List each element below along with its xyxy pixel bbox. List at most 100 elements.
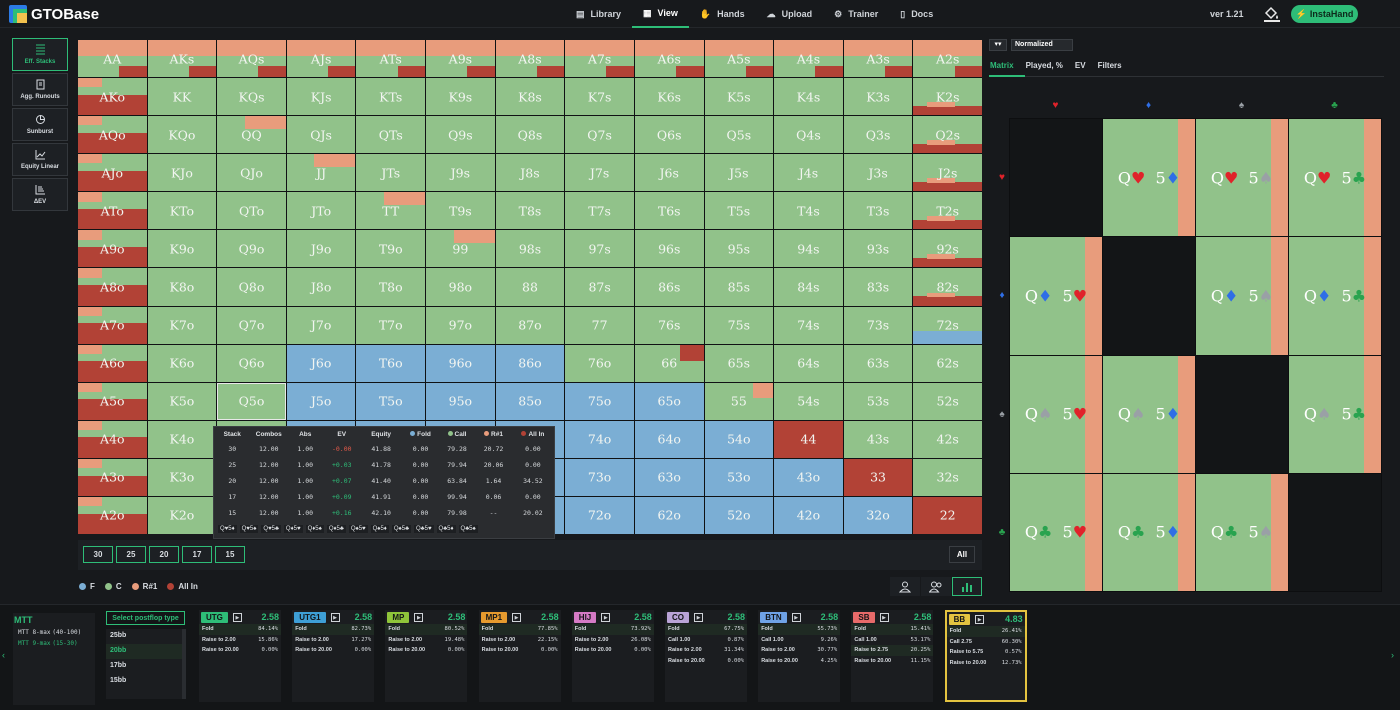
hand-cell-T9o[interactable]: T9o [356, 230, 426, 268]
hand-cell-J6o[interactable]: J6o [286, 344, 356, 382]
logo[interactable]: GTOBase [9, 5, 99, 23]
hand-cell-93s[interactable]: 93s [843, 230, 913, 268]
action-row[interactable]: Call 2.75 60.30% [947, 637, 1025, 648]
nav-docs[interactable]: ▯ Docs [889, 0, 944, 28]
action-row[interactable]: Raise to 2.00 17.27% [292, 635, 374, 646]
hand-cell-J5o[interactable]: J5o [286, 382, 356, 420]
position-card-hij[interactable]: HIJ ▶ 2.58 Fold 73.92% Raise to 2.00 26.08% Rai… [571, 610, 654, 702]
action-row[interactable]: Fold 26.41% [946, 626, 1025, 637]
suit-combo-cell[interactable]: Q♣ 5♦ [1103, 473, 1195, 591]
action-row[interactable]: Call 1.00 53.17% [851, 635, 933, 646]
hand-cell-J7s[interactable]: J7s [565, 154, 634, 192]
leftnav-equity-chart[interactable]: Equity Linear [12, 143, 68, 176]
stack-button-25[interactable]: 25 [116, 546, 146, 563]
hand-cell-86o[interactable]: 86o [495, 344, 565, 382]
hand-cell-T6o[interactable]: T6o [356, 344, 426, 382]
postflop-item-25bb[interactable]: 25bb [110, 632, 127, 639]
normalize-select[interactable]: Normalized [1011, 38, 1073, 51]
hand-cell-QQ[interactable]: QQ [217, 116, 286, 154]
game-type-item[interactable]: MTT 8-max (40-100) [13, 627, 95, 638]
chevron-right-icon[interactable]: › [1391, 650, 1394, 660]
action-row[interactable]: Raise to 2.00 31.34% [665, 645, 747, 656]
action-row[interactable]: Raise to 20.00 0.00% [385, 645, 467, 656]
hand-cell-63o[interactable]: 63o [634, 458, 704, 496]
hand-cell-64s[interactable]: 64s [774, 344, 843, 382]
hand-cell-54s[interactable]: 54s [774, 382, 843, 420]
hand-cell-J9o[interactable]: J9o [286, 230, 356, 268]
hand-cell-K8o[interactable]: K8o [147, 268, 217, 306]
hand-cell-A5o[interactable]: A5o [78, 382, 147, 420]
hand-cell-KTo[interactable]: KTo [147, 192, 217, 230]
game-type-item[interactable]: MTT 9-max (15-30) [13, 638, 95, 649]
hand-cell-Q8o[interactable]: Q8o [217, 268, 286, 306]
hand-cell-43o[interactable]: 43o [774, 458, 843, 496]
hand-cell-Q6s[interactable]: Q6s [634, 116, 704, 154]
hand-cell-QJs[interactable]: QJs [286, 116, 356, 154]
hand-cell-QJo[interactable]: QJo [217, 154, 286, 192]
hand-cell-75o[interactable]: 75o [565, 382, 634, 420]
position-card-btn[interactable]: BTN ▶ 2.58 Fold 55.73% Call 1.00 9.26% Raise to… [758, 610, 841, 702]
action-row[interactable]: Raise to 2.00 30.77% [758, 645, 840, 656]
hand-cell-92s[interactable]: 92s [913, 230, 982, 268]
hand-cell-AA[interactable]: AA [78, 40, 147, 78]
hand-cell-A2o[interactable]: A2o [78, 496, 147, 534]
hand-cell-A4o[interactable]: A4o [78, 420, 147, 458]
tab-ev[interactable]: EV [1074, 61, 1086, 70]
hand-cell-AJo[interactable]: AJo [78, 154, 147, 192]
hand-cell-J9s[interactable]: J9s [426, 154, 495, 192]
action-row[interactable]: Fold 82.73% [292, 624, 375, 635]
hand-cell-J4s[interactable]: J4s [774, 154, 843, 192]
hand-cell-A9s[interactable]: A9s [426, 40, 495, 78]
hand-cell-T7s[interactable]: T7s [565, 192, 634, 230]
suit-combo-cell[interactable]: Q♦ 5♠ [1196, 237, 1288, 355]
stack-button-17[interactable]: 17 [182, 546, 212, 563]
hand-cell-AQs[interactable]: AQs [217, 40, 286, 78]
hand-cell-T5s[interactable]: T5s [704, 192, 774, 230]
hand-cell-43s[interactable]: 43s [843, 420, 913, 458]
hand-cell-K9s[interactable]: K9s [426, 78, 495, 116]
play-icon[interactable]: ▶ [791, 612, 801, 622]
chart-view-button[interactable] [952, 577, 982, 596]
hand-cell-85s[interactable]: 85s [704, 268, 774, 306]
chevron-left-icon[interactable]: ‹ [2, 650, 5, 660]
hand-cell-KK[interactable]: KK [147, 78, 217, 116]
hand-cell-KQs[interactable]: KQs [217, 78, 286, 116]
hand-cell-72s[interactable]: 72s [913, 306, 982, 344]
hand-cell-Q8s[interactable]: Q8s [495, 116, 565, 154]
hand-cell-53s[interactable]: 53s [843, 382, 913, 420]
action-row[interactable]: Raise to 2.00 26.08% [572, 635, 654, 646]
action-row[interactable]: Call 1.00 9.26% [758, 635, 840, 646]
hand-cell-A3s[interactable]: A3s [843, 40, 913, 78]
play-icon[interactable]: ▶ [232, 612, 242, 622]
position-card-utg1[interactable]: UTG1 ▶ 2.58 Fold 82.73% Raise to 2.00 17.27% Ra… [292, 610, 375, 702]
hand-cell-22[interactable]: 22 [913, 496, 982, 534]
hand-cell-A8o[interactable]: A8o [78, 268, 147, 306]
suit-combo-cell[interactable]: Q♥ 5♠ [1196, 119, 1288, 237]
position-card-mp1[interactable]: MP1 ▶ 2.58 Fold 77.85% Raise to 2.00 22.15% Rai… [478, 610, 561, 702]
action-row[interactable]: Fold 15.41% [851, 624, 934, 635]
action-row[interactable]: Raise to 20.00 0.00% [665, 656, 747, 667]
hand-cell-87o[interactable]: 87o [495, 306, 565, 344]
hand-cell-K6o[interactable]: K6o [147, 344, 217, 382]
play-icon[interactable]: ▶ [879, 612, 889, 622]
hand-cell-85o[interactable]: 85o [495, 382, 565, 420]
hand-cell-95o[interactable]: 95o [426, 382, 495, 420]
hand-cell-52s[interactable]: 52s [913, 382, 982, 420]
hand-cell-A2s[interactable]: A2s [913, 40, 982, 78]
hand-cell-82s[interactable]: 82s [913, 268, 982, 306]
hand-cell-42o[interactable]: 42o [774, 496, 843, 534]
stack-button-30[interactable]: 30 [83, 546, 113, 563]
hand-cell-94s[interactable]: 94s [774, 230, 843, 268]
hand-cell-Q5o[interactable]: Q5o [217, 382, 286, 420]
position-card-utg[interactable]: UTG ▶ 2.58 Fold 84.14% Raise to 2.00 15.86% Rai… [199, 610, 281, 702]
action-row[interactable]: Call 1.00 0.87% [665, 635, 747, 646]
hand-cell-K2o[interactable]: K2o [147, 496, 217, 534]
hand-cell-32s[interactable]: 32s [913, 458, 982, 496]
tab-played[interactable]: Played, % [1025, 61, 1063, 70]
hand-cell-98s[interactable]: 98s [495, 230, 565, 268]
action-row[interactable]: Fold 55.73% [758, 624, 841, 635]
leftnav-delta-ev[interactable]: ΔEV [12, 178, 68, 211]
tab-filters[interactable]: Filters [1097, 61, 1122, 70]
stack-button-15[interactable]: 15 [215, 546, 245, 563]
hand-cell-J2s[interactable]: J2s [913, 154, 982, 192]
